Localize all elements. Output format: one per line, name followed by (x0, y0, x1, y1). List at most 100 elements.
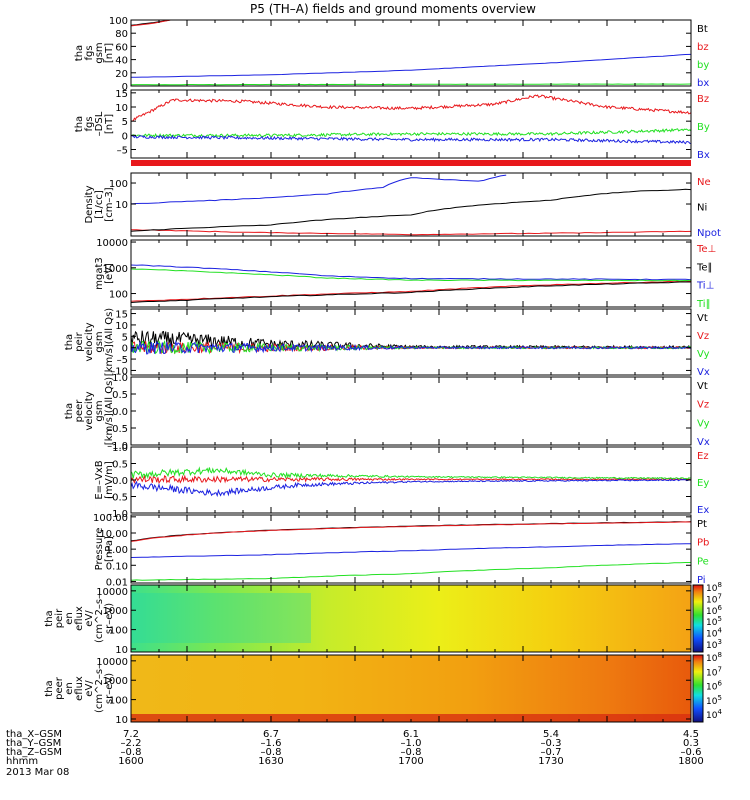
colorbar-label: 104 (706, 708, 722, 721)
y-axis-label: [eV] (104, 263, 115, 284)
y-tick-label: 1000 (103, 676, 128, 687)
spectrogram-image (131, 714, 691, 722)
y-axis-label: peer (54, 676, 65, 700)
x-axis-value: –0.3 (541, 738, 562, 749)
spectrogram-image (131, 655, 691, 722)
series-line-Pb (131, 521, 691, 542)
series-line-Ex (131, 478, 691, 498)
series-line-Pt (131, 521, 691, 542)
y-axis-label: eflux (74, 676, 85, 701)
x-axis-value: 4.5 (683, 729, 699, 740)
x-axis-value: 1630 (258, 756, 283, 767)
y-axis-label: en (64, 612, 75, 625)
y-axis-label: tha (44, 680, 55, 696)
y-axis-label: [nT] (104, 114, 115, 134)
legend-label: Vy (697, 349, 710, 360)
y-tick-label: –0.5 (107, 424, 128, 435)
panel-peer-velocity: 1.0 0.5 0.0 –0.5 –1.0 tha peer velocity gsm [km/s… (64, 373, 710, 452)
y-tick-label: 15 (115, 310, 128, 321)
y-tick-label: 0.10 (106, 561, 128, 572)
spectrogram-image (131, 585, 691, 652)
y-axis-label: fgs (84, 45, 95, 60)
x-axis-value: 1800 (678, 756, 703, 767)
panel-separator (131, 160, 691, 166)
x-axis-value: –0.6 (681, 747, 702, 758)
series-line-Vx (131, 339, 691, 355)
y-tick-label: 10 (115, 200, 128, 211)
y-tick-label: –5 (117, 355, 128, 366)
x-axis-value: 7.2 (123, 729, 139, 740)
y-axis-label: (cm^2–s– (94, 594, 105, 643)
legend-label: By (697, 122, 710, 133)
legend-label: Ni (697, 203, 707, 214)
legend-label: Pi (697, 575, 706, 586)
y-axis-label: peir (74, 331, 85, 351)
y-tick-label: 1000 (103, 606, 128, 617)
legend-label: Te⊥ (696, 244, 716, 255)
y-tick-label: 100 (109, 179, 128, 190)
y-tick-label: 40 (115, 56, 128, 67)
x-axis-value: 1700 (398, 756, 423, 767)
x-axis-row-label: hhmm (6, 756, 38, 767)
y-axis-label: sr–eV) (104, 603, 115, 634)
y-axis-label: Pressure (94, 528, 105, 571)
colorbar-label: 107 (706, 665, 722, 678)
legend-label: Bz (697, 94, 709, 105)
series-line-Bz (131, 94, 691, 122)
x-axis-value: 1600 (118, 756, 143, 767)
series-line-Ez (131, 474, 691, 484)
y-axis-label: tha (64, 403, 75, 419)
x-axis-value: 0.3 (683, 738, 699, 749)
y-axis-label: en (64, 682, 75, 695)
y-axis-label: tha (44, 610, 55, 626)
y-tick-label: 20 (115, 69, 128, 80)
panel-frame (130, 514, 692, 584)
series-line-Pi (131, 543, 691, 558)
y-axis-label: [mV/m] (104, 461, 115, 499)
x-axis-value: –0.8 (261, 747, 282, 758)
y-tick-label: –0.5 (107, 493, 128, 504)
y-tick-label: 5 (122, 332, 128, 343)
y-tick-label: 100.00 (93, 513, 128, 524)
y-tick-label: 10.00 (99, 529, 128, 540)
y-tick-label: 0.5 (112, 460, 128, 471)
y-axis-label: tha (74, 45, 85, 61)
y-tick-label: 15 (115, 89, 128, 100)
y-axis-label: gsm (94, 331, 105, 352)
y-axis-label: [nPa] (104, 536, 115, 562)
y-axis-label: fgs (84, 116, 95, 131)
y-axis-label: eV/ (84, 610, 95, 627)
y-tick-label: 100 (109, 16, 128, 27)
y-tick-label: –1.0 (107, 509, 128, 520)
panel-temperature: 10000 1000 100 mgat3 [eV] Te⊥ Te∥ Ti⊥ Ti∥ (94, 238, 716, 310)
y-tick-label: 10000 (96, 238, 128, 249)
y-tick-label: –5 (117, 146, 128, 157)
colorbar-scale (692, 654, 704, 723)
y-tick-label: 1000 (103, 264, 128, 275)
y-tick-label: 10 (115, 645, 128, 656)
y-tick-label: 5 (122, 117, 128, 128)
legend-label: Vt (697, 313, 708, 324)
panel-frame (130, 308, 692, 376)
colorbar-scale (692, 584, 704, 653)
y-axis-label: peer (74, 399, 85, 423)
y-axis-label: E=–VxB (94, 460, 105, 499)
x-axis-date: 2013 Mar 08 (6, 767, 69, 778)
y-tick-label: 100 (109, 626, 128, 637)
y-axis-label: eV/ (84, 680, 95, 697)
legend-label: Ti⊥ (696, 281, 714, 292)
legend-label: Ey (697, 478, 709, 489)
legend-label: by (697, 60, 709, 71)
x-axis-value: 6.7 (263, 729, 279, 740)
y-axis-label: velocity (84, 391, 95, 430)
legend-label: Vx (697, 437, 710, 448)
y-axis-label: peir (54, 608, 65, 628)
y-axis-label: Density (84, 185, 95, 223)
series-line-Npot (131, 174, 507, 205)
y-axis-label: tha (64, 334, 75, 350)
y-axis-label: (cm^2–s– (94, 664, 105, 713)
series-line-Ti⊥ (131, 264, 691, 281)
